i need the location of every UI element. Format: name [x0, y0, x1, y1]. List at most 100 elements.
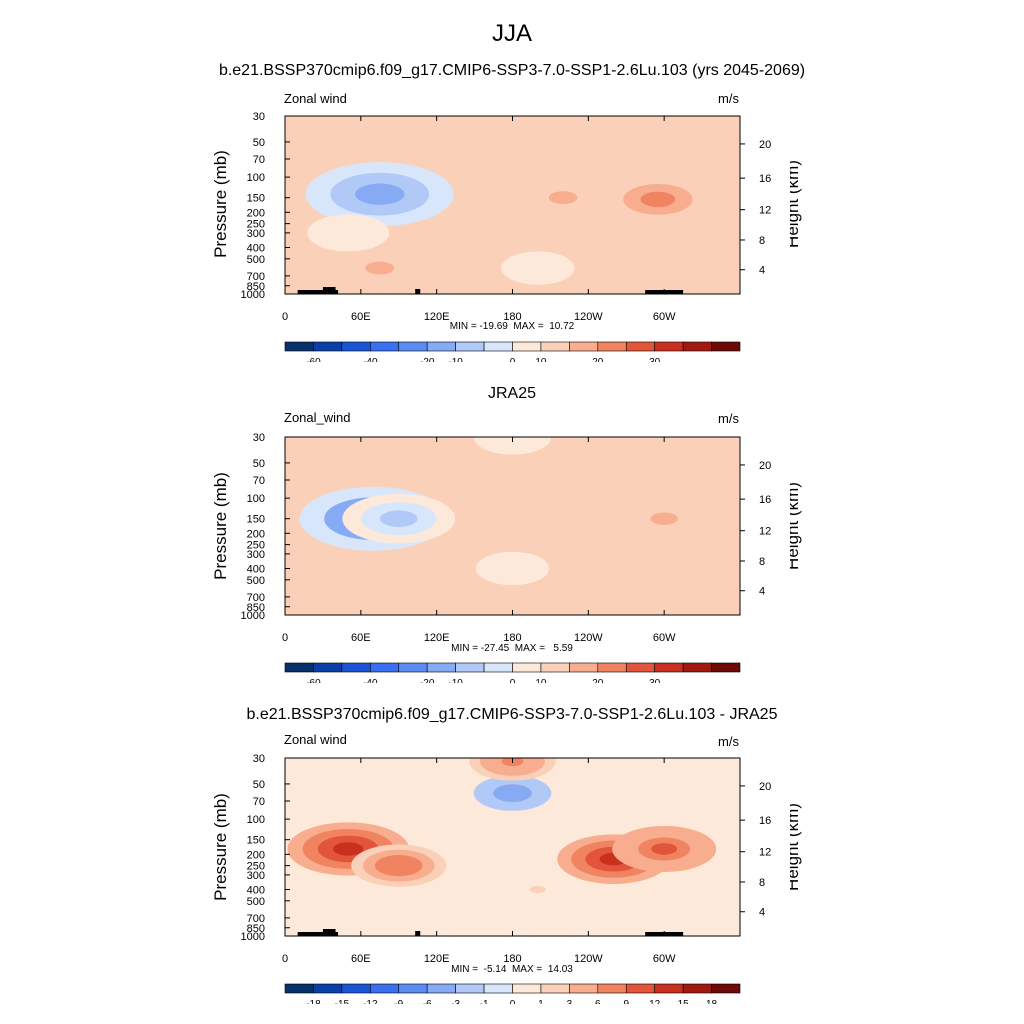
colorbar-label: 9: [623, 999, 629, 1004]
colorbar-swatch: [540, 662, 570, 673]
colorbar-label: 10: [535, 357, 547, 362]
y-tick-label: 30: [253, 432, 265, 444]
colorbar-label: 30: [649, 357, 661, 362]
contour-feature: [500, 562, 525, 575]
colorbar-swatch: [540, 341, 570, 352]
colorbar-swatch: [569, 662, 599, 673]
colorbar-label: -18: [306, 999, 321, 1004]
panel-3-variable: Zonal wind: [284, 732, 347, 747]
panel-3-units: m/s: [718, 734, 739, 749]
panel-3-ylabel: Pressure (mb): [211, 793, 230, 901]
x-tick-label: 120E: [424, 311, 450, 323]
y-right-tick-label: 4: [759, 586, 765, 598]
panel-3-plot: 3050701001502002503004005007008501000201…: [230, 748, 790, 1004]
panel-1-ylabel: Pressure (mb): [211, 150, 230, 258]
y-tick-label: 850: [247, 923, 265, 935]
colorbar-swatch: [313, 341, 343, 352]
panel-1-units: m/s: [718, 91, 739, 106]
colorbar-swatch: [711, 662, 741, 673]
y-tick-label: 200: [247, 207, 265, 219]
contour-feature: [348, 574, 374, 586]
colorbar-label: 20: [592, 678, 604, 683]
y-tick-label: 500: [247, 575, 265, 587]
x-tick-label: 120E: [424, 632, 450, 644]
colorbar-swatch: [483, 662, 513, 673]
y-tick-label: 850: [247, 281, 265, 293]
y-tick-label: 850: [247, 602, 265, 614]
x-tick-label: 60E: [351, 311, 371, 323]
colorbar-swatch: [398, 983, 428, 994]
colorbar-swatch: [625, 662, 655, 673]
colorbar-swatch: [625, 983, 655, 994]
y-tick-label: 100: [247, 172, 265, 184]
contour-feature: [502, 788, 523, 798]
contour-feature: [650, 512, 678, 525]
y-right-tick-label: 20: [759, 139, 771, 151]
colorbar-swatch: [426, 341, 456, 352]
colorbar-swatch: [625, 341, 655, 352]
topography-mark: [415, 931, 421, 936]
topography-mark: [297, 290, 339, 294]
y-tick-label: 1000: [241, 289, 265, 301]
panel-3-title: b.e21.BSSP370cmip6.f09_g17.CMIP6-SSP3-7.…: [246, 706, 778, 723]
colorbar-label: 20: [592, 357, 604, 362]
colorbar-label: -40: [363, 678, 378, 683]
y-tick-label: 200: [247, 849, 265, 861]
y-tick-label: 150: [247, 514, 265, 526]
colorbar-swatch: [284, 983, 314, 994]
colorbar-swatch: [654, 983, 684, 994]
panel-2-variable: Zonal_wind: [284, 410, 351, 425]
y-right-tick-label: 8: [759, 235, 765, 247]
x-tick-label: 180: [503, 953, 521, 965]
contour-feature: [334, 226, 362, 240]
contour-feature: [640, 191, 676, 208]
colorbar-label: -20: [420, 357, 435, 362]
y-right-tick-label: 12: [759, 205, 771, 217]
colorbar-swatch: [426, 983, 456, 994]
y-tick-label: 250: [247, 540, 265, 552]
colorbar-swatch: [398, 662, 428, 673]
y-tick-label: 400: [247, 563, 265, 575]
topography-mark: [415, 289, 421, 294]
colorbar-label: 30: [649, 678, 661, 683]
colorbar-swatch: [540, 983, 570, 994]
colorbar-label: 15: [678, 999, 690, 1004]
y-right-tick-label: 16: [759, 815, 771, 827]
colorbar-label: -12: [363, 999, 378, 1004]
colorbar-swatch: [512, 983, 542, 994]
colorbar-label: 6: [595, 999, 601, 1004]
mask-top: [230, 106, 790, 116]
colorbar-swatch: [341, 341, 371, 352]
colorbar-swatch: [654, 662, 684, 673]
y-tick-label: 30: [253, 753, 265, 765]
x-tick-label: 180: [503, 632, 521, 644]
mask-top: [230, 748, 790, 758]
colorbar-label: 10: [535, 678, 547, 683]
colorbar-label: 1: [538, 999, 544, 1004]
contour-feature: [379, 510, 418, 527]
x-tick-label: 60E: [351, 953, 371, 965]
y-tick-label: 500: [247, 254, 265, 266]
y-tick-label: 70: [253, 475, 265, 487]
colorbar-swatch: [455, 662, 485, 673]
panel-1-plot: 3050701001502002503004005007008501000201…: [230, 106, 790, 362]
contour-feature: [365, 261, 395, 275]
y-tick-label: 30: [253, 111, 265, 123]
colorbar-swatch: [654, 341, 684, 352]
colorbar-swatch: [512, 662, 542, 673]
y-tick-label: 100: [247, 493, 265, 505]
colorbar-swatch: [398, 341, 428, 352]
y-tick-label: 400: [247, 884, 265, 896]
colorbar-label: -15: [335, 999, 350, 1004]
colorbar-label: 0: [510, 357, 516, 362]
x-tick-label: 0: [282, 632, 288, 644]
y-tick-label: 50: [253, 458, 265, 470]
colorbar-label: 18: [706, 999, 718, 1004]
colorbar-label: -10: [448, 678, 463, 683]
contour-feature: [525, 262, 550, 274]
colorbar-swatch: [597, 983, 627, 994]
y-tick-label: 70: [253, 154, 265, 166]
colorbar-swatch: [682, 983, 712, 994]
colorbar-swatch: [426, 662, 456, 673]
y-right-tick-label: 20: [759, 781, 771, 793]
